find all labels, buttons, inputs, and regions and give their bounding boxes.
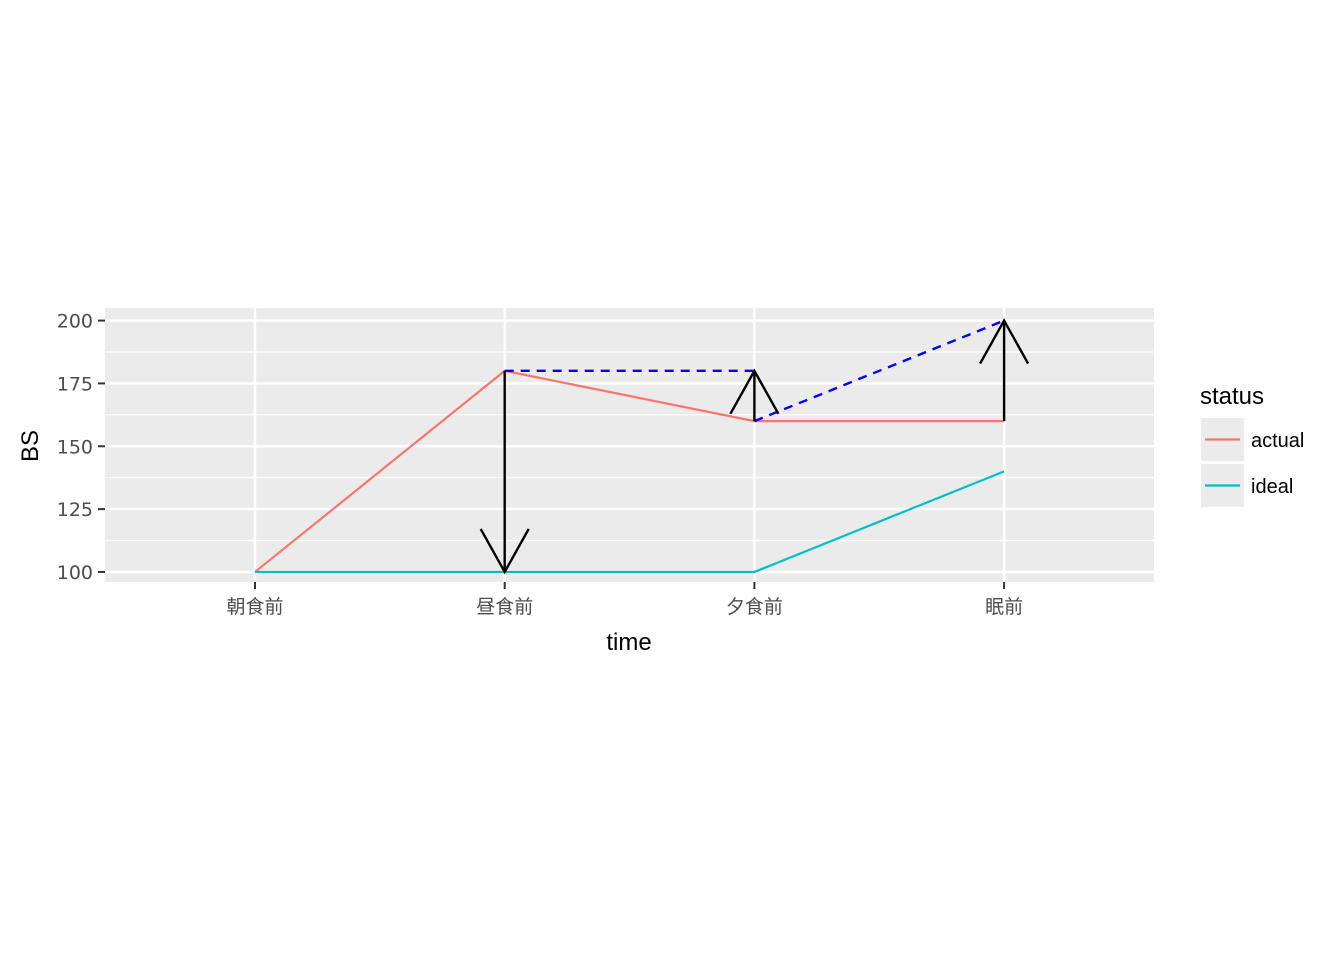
- legend: status actual ideal: [1200, 383, 1304, 507]
- y-tick-label: 125: [57, 499, 93, 521]
- plot-panel: [105, 308, 1154, 582]
- y-axis-title: BS: [17, 430, 44, 462]
- y-tick-label: 150: [57, 436, 93, 458]
- dashed-segment: [753, 319, 1005, 423]
- dashed-annotation-lines: [504, 319, 1005, 423]
- series-line-ideal: [255, 470, 1005, 574]
- arrow-head: [479, 528, 530, 575]
- y-tick-label: 100: [57, 562, 93, 584]
- x-axis: 朝食前 昼食前 夕食前 眠前: [226, 582, 1023, 618]
- y-tick-label: 200: [57, 311, 93, 333]
- x-axis-title: time: [606, 629, 651, 656]
- x-tick-label: 朝食前: [226, 596, 283, 618]
- series-line-actual: [254, 369, 1005, 573]
- y-tick-label: 175: [57, 373, 93, 395]
- minor-gridlines: [105, 351, 1154, 542]
- series-lines: [254, 369, 1005, 574]
- arrow-head: [979, 318, 1030, 365]
- legend-label-actual: actual: [1251, 430, 1304, 452]
- legend-label-ideal: ideal: [1251, 476, 1293, 498]
- x-tick-label: 夕食前: [726, 596, 783, 618]
- x-tick-label: 昼食前: [476, 596, 533, 618]
- y-axis: 100 125 150 175 200: [57, 311, 105, 584]
- legend-title: status: [1200, 383, 1264, 410]
- arrow-head: [729, 368, 780, 415]
- arrow-annotations: [479, 318, 1030, 575]
- x-tick-label: 眠前: [985, 596, 1023, 618]
